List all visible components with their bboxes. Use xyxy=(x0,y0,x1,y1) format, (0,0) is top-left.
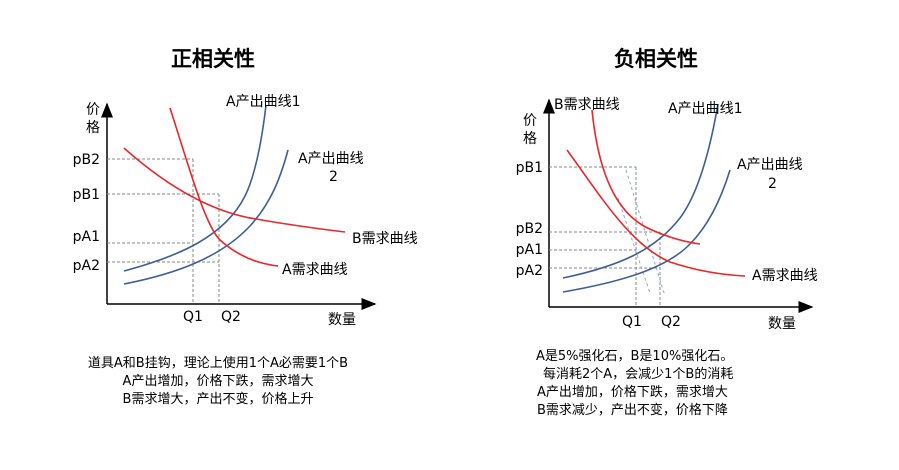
left-tick-q1: Q1 xyxy=(183,309,203,325)
right-note-4: B需求减少，产出不变，价格下降 xyxy=(537,402,728,418)
left-guide-lines xyxy=(107,158,220,304)
left-label-demand-b: B需求曲线 xyxy=(352,231,418,247)
left-supply-curve-1 xyxy=(123,104,267,272)
right-tick-q2: Q2 xyxy=(661,314,681,330)
left-tick-pa2: pA2 xyxy=(73,258,100,274)
right-label-supply2-line1: A产出曲线 xyxy=(737,157,803,173)
left-diagram: 正相关性 价 格 数量 pB2 pB1 pA1 pA2 Q1 Q2 A产出曲线1 xyxy=(73,47,418,407)
right-demand-curve-b xyxy=(591,109,701,245)
right-y-axis-label-2: 格 xyxy=(523,131,537,147)
right-guide-lines xyxy=(549,166,661,307)
left-note-1: 道具A和B挂钩，理论上使用1个A必需要1个B xyxy=(88,355,348,371)
left-supply-curve-2 xyxy=(123,149,289,285)
left-note-3: B需求增大，产出不变，价格上升 xyxy=(123,391,314,407)
right-label-supply1: A产出曲线1 xyxy=(668,101,742,117)
left-note-2: A产出增加，价格下跌，需求增大 xyxy=(123,373,314,389)
right-label-demand-a: A需求曲线 xyxy=(752,268,818,284)
right-tick-q1: Q1 xyxy=(622,314,642,330)
left-label-supply2-line1: A产出曲线 xyxy=(298,151,364,167)
left-y-axis-label-2: 格 xyxy=(86,120,100,136)
right-tick-pa1: pA1 xyxy=(516,242,543,258)
left-demand-curve-a xyxy=(169,107,279,267)
left-label-demand-a: A需求曲线 xyxy=(282,262,348,278)
right-x-axis-label: 数量 xyxy=(768,316,796,332)
left-title: 正相关性 xyxy=(171,47,255,71)
right-note-2: 每消耗2个A，会减少1个B的消耗 xyxy=(543,366,733,382)
right-tick-pa2: pA2 xyxy=(516,263,543,279)
left-x-axis-label: 数量 xyxy=(328,312,356,328)
right-demand-curve-a xyxy=(566,149,746,277)
right-tick-pb1: pB1 xyxy=(516,160,543,176)
right-tick-pb2: pB2 xyxy=(516,221,543,237)
right-supply-curve-1 xyxy=(562,103,719,279)
right-note-1: A是5%强化石，B是10%强化石。 xyxy=(536,349,733,364)
left-label-supply1: A产出曲线1 xyxy=(226,94,300,110)
right-diagram: 负相关性 价 格 数量 pB1 pB2 pA1 pA2 xyxy=(516,47,818,418)
right-shift-markers xyxy=(617,169,666,297)
right-label-demand-b: B需求曲线 xyxy=(554,97,620,113)
right-note-3: A产出增加，价格下跌，需求增大 xyxy=(537,384,728,400)
right-y-axis-label-1: 价 xyxy=(523,113,537,129)
left-tick-pb2: pB2 xyxy=(73,152,100,168)
left-demand-curve-b xyxy=(123,147,346,233)
left-label-supply2-line2: 2 xyxy=(329,169,338,185)
right-title: 负相关性 xyxy=(614,47,698,71)
left-tick-q2: Q2 xyxy=(221,309,241,325)
left-tick-pb1: pB1 xyxy=(73,187,100,203)
left-y-axis-label-1: 价 xyxy=(86,102,100,118)
right-supply-curve-2 xyxy=(562,169,731,293)
right-label-supply2-line2: 2 xyxy=(768,176,777,192)
left-tick-pa1: pA1 xyxy=(73,229,100,245)
